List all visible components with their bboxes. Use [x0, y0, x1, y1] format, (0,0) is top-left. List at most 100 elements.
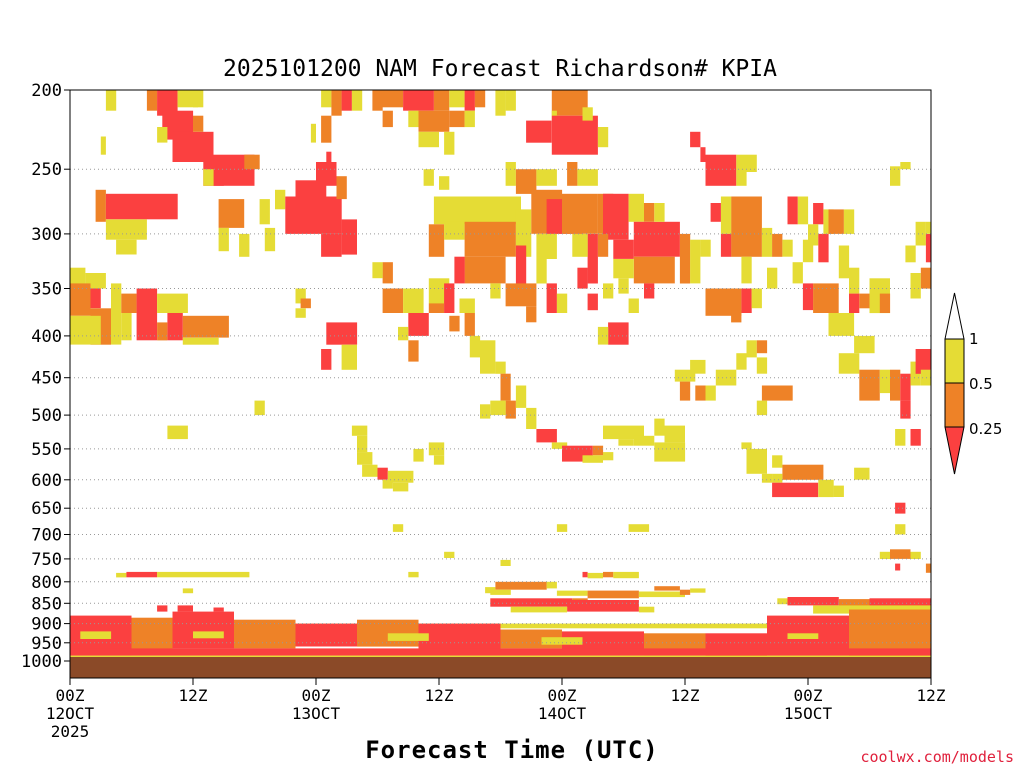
heatmap-cell: [628, 524, 650, 532]
heatmap-cell: [562, 631, 644, 652]
heatmap-cell: [382, 262, 393, 284]
heatmap-cell: [859, 369, 880, 401]
heatmap-cell: [731, 196, 762, 257]
heatmap-cell: [234, 619, 296, 649]
heatmap-cell: [654, 418, 665, 436]
heatmap-cell: [357, 452, 373, 465]
heatmap-cell: [895, 563, 901, 571]
heatmap-cell: [705, 385, 716, 401]
x-tick-label: 00Z: [302, 686, 331, 705]
heatmap-cell: [618, 439, 634, 446]
heatmap-cell: [80, 631, 112, 639]
heatmap-cell: [910, 551, 921, 559]
heatmap-cell: [582, 107, 593, 121]
colorbar-bin: [944, 338, 965, 384]
heatmap-cell: [859, 293, 870, 309]
heatmap-cell: [382, 110, 393, 128]
heatmap-cell: [182, 337, 219, 345]
heatmap-cell: [285, 196, 342, 234]
heatmap-cell: [105, 90, 117, 111]
credit-text: coolwx.com/models: [860, 748, 1014, 766]
heatmap-cell: [597, 326, 609, 345]
heatmap-cell: [556, 590, 588, 596]
heatmap-cell: [526, 120, 552, 143]
heatmap-cell: [387, 470, 414, 483]
heatmap-cell: [567, 162, 578, 186]
heatmap-cell: [490, 589, 511, 595]
heatmap-cell: [428, 442, 445, 456]
heatmap-cell: [536, 169, 557, 186]
heatmap-cell: [910, 273, 921, 299]
heatmap-cell: [915, 221, 926, 246]
heatmap-cell: [326, 322, 358, 345]
x-tick-label: 00Z: [56, 686, 85, 705]
heatmap-cell: [551, 110, 557, 121]
heatmap-cell: [582, 571, 588, 578]
heatmap-cell: [295, 288, 306, 304]
heatmap-cell: [377, 90, 404, 108]
y-tick-label: 800: [31, 573, 62, 593]
heatmap-cell: [679, 233, 691, 284]
heatmap-cell: [556, 524, 568, 532]
heatmap-cell: [505, 400, 516, 419]
heatmap-cell: [854, 335, 875, 354]
heatmap-cell: [490, 283, 501, 299]
heatmap-cell: [920, 369, 932, 386]
heatmap-cell: [121, 293, 137, 313]
heatmap-cell: [756, 340, 768, 354]
heatmap-cell: [464, 110, 475, 128]
x-tick-label: 13OCT: [292, 704, 341, 723]
heatmap-cell: [541, 637, 583, 645]
heatmap-cell: [854, 467, 870, 480]
heatmap-cell: [838, 245, 850, 279]
heatmap-cell: [321, 115, 332, 143]
heatmap-cell: [746, 340, 757, 358]
heatmap-cell: [879, 551, 891, 559]
heatmap-cell: [654, 442, 686, 462]
heatmap-cell: [464, 256, 506, 284]
heatmap-cell: [592, 445, 604, 456]
heatmap-cell: [802, 239, 814, 263]
heatmap-cell: [644, 203, 655, 222]
heatmap-cell: [505, 283, 537, 307]
heatmap-cell: [444, 131, 455, 155]
heatmap-cell: [582, 455, 603, 463]
heatmap-cell: [418, 131, 439, 148]
heatmap-cell: [157, 293, 188, 313]
heatmap-cell: [597, 233, 609, 257]
y-tick-label: 900: [31, 615, 62, 635]
heatmap-cell: [259, 199, 270, 225]
heatmap-cell: [900, 400, 911, 419]
heatmap-cell: [193, 631, 224, 639]
heatmap-cell: [490, 598, 573, 607]
heatmap-cell: [116, 239, 137, 255]
colorbar-label: 0.25: [969, 420, 1002, 438]
heatmap-cell: [105, 219, 147, 240]
heatmap-cell: [895, 502, 906, 514]
heatmap-cell: [551, 442, 568, 449]
heatmap-cell: [925, 221, 931, 234]
heatmap-cell: [70, 267, 86, 284]
heatmap-cell: [772, 233, 783, 257]
heatmap-cell: [111, 283, 122, 345]
heatmap-cell: [741, 442, 752, 449]
heatmap-cell: [449, 315, 460, 332]
colorbar-bottom-arrow: [944, 426, 965, 475]
heatmap-cell: [603, 425, 644, 440]
heatmap-cell: [838, 353, 860, 374]
heatmap-cell: [879, 369, 891, 394]
heatmap-cell: [177, 605, 193, 612]
heatmap-cell: [782, 239, 793, 257]
heatmap-cell: [172, 131, 214, 162]
heatmap-cell: [480, 404, 491, 419]
heatmap-cell: [403, 288, 424, 313]
heatmap-cell: [300, 298, 311, 309]
x-axis-label: Forecast Time (UTC): [365, 736, 659, 764]
heatmap-cell: [720, 196, 732, 234]
heatmap-cell: [362, 464, 378, 477]
heatmap-cell: [449, 90, 465, 108]
heatmap-cell: [116, 572, 127, 578]
heatmap-cell: [392, 482, 409, 492]
heatmap-cell: [444, 221, 465, 240]
colorbar: 1 0.5 0.25: [944, 292, 1002, 475]
